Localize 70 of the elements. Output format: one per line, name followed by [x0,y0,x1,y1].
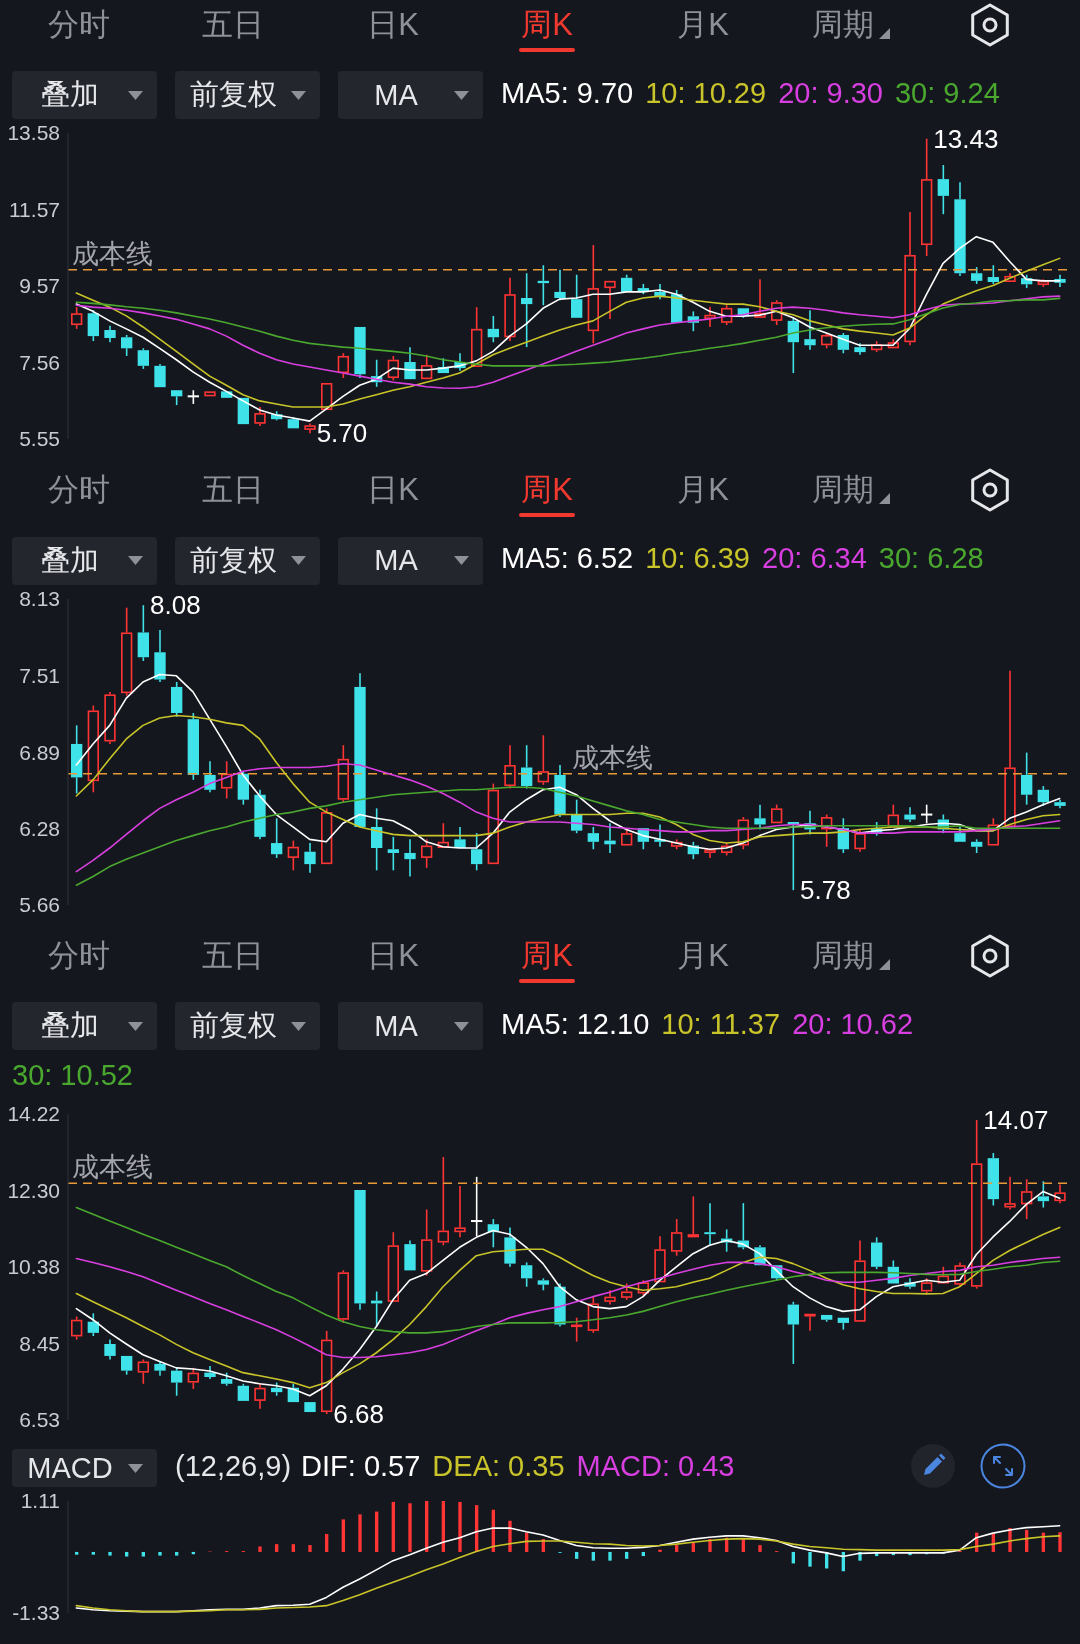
text: 周K [521,472,573,509]
text: MA5: 12.10 [501,1006,650,1042]
dropdown: 叠加 [12,71,157,120]
annotation: 13.43 [933,124,999,155]
text: 20: 6.34 [762,541,867,577]
text: 30: 6.28 [878,541,984,577]
text: MA5: 6.52 [501,541,634,577]
text: 月K [677,7,729,43]
dropdown: MA [338,1002,483,1051]
text: 20: 9.30 [778,76,883,111]
text: 20: 10.62 [792,1006,914,1042]
ref-line-label: 成本线 [572,742,653,773]
y-tick-label: 8.13 [19,587,60,611]
dropdown: MA [338,71,483,120]
text: 日K [367,472,419,509]
annotation: 6.68 [333,1399,384,1430]
y-tick-label: 1.11 [20,1489,60,1513]
y-tick-label: 5.66 [19,893,60,917]
annotation: 5.70 [316,418,368,449]
y-tick-label: 5.55 [19,427,60,451]
annotation: 8.08 [150,589,201,620]
y-tick-label: 9.57 [19,274,60,298]
dropdown: MA [338,536,483,585]
text: 10: 6.39 [645,541,751,577]
dropdown: 叠加 [12,1002,157,1051]
text: MA5: 9.70 [501,76,634,111]
text: 周期 [812,937,874,974]
dropdown: MACD [12,1449,157,1488]
text: 周期 [812,472,874,509]
y-tick-label: 12.30 [7,1178,60,1202]
text: 分时 [48,472,110,509]
text: DEA: 0.35 [432,1449,565,1485]
y-tick-label: 6.89 [19,740,60,764]
text: DIF: 0.57 [301,1449,421,1485]
text: 月K [677,472,729,509]
text: 30: 10.52 [12,1058,133,1094]
text: 五日 [202,937,264,974]
text: 周K [521,7,573,43]
y-tick-label: 10.38 [7,1255,60,1279]
dropdown: 前复权 [175,71,320,120]
y-tick-label: 7.51 [19,663,60,687]
text: 周期 [812,7,874,43]
text: 周K [521,937,573,974]
text: 日K [367,937,419,974]
annotation: 5.78 [800,874,851,905]
text: 五日 [202,472,264,509]
y-tick-label: 13.58 [7,121,60,145]
text: 10: 10.29 [645,76,767,111]
text: 日K [367,7,419,43]
y-tick-label: -1.33 [12,1601,60,1625]
ref-line-label: 成本线 [72,1152,153,1183]
text: 月K [677,937,729,974]
y-tick-label: 7.56 [19,351,60,375]
dropdown: 前复权 [175,536,320,585]
y-tick-label: 6.53 [19,1408,60,1432]
y-tick-label: 8.45 [19,1332,60,1356]
text: 10: 11.37 [661,1006,781,1042]
dropdown: 前复权 [175,1002,320,1051]
text: 30: 9.24 [894,76,1000,111]
annotation: 14.07 [983,1105,1049,1135]
series-label: MACD: 0.43 [576,1449,735,1485]
ref-line-label: 成本线 [72,239,153,270]
y-tick-label: 6.28 [19,816,60,840]
text: (12,26,9) [175,1449,292,1485]
text: 分时 [48,937,110,974]
y-tick-label: 11.57 [9,198,60,222]
y-tick-label: 14.22 [7,1102,60,1126]
text: 分时 [48,7,110,43]
dropdown: 叠加 [12,536,157,585]
text: 五日 [202,7,264,43]
